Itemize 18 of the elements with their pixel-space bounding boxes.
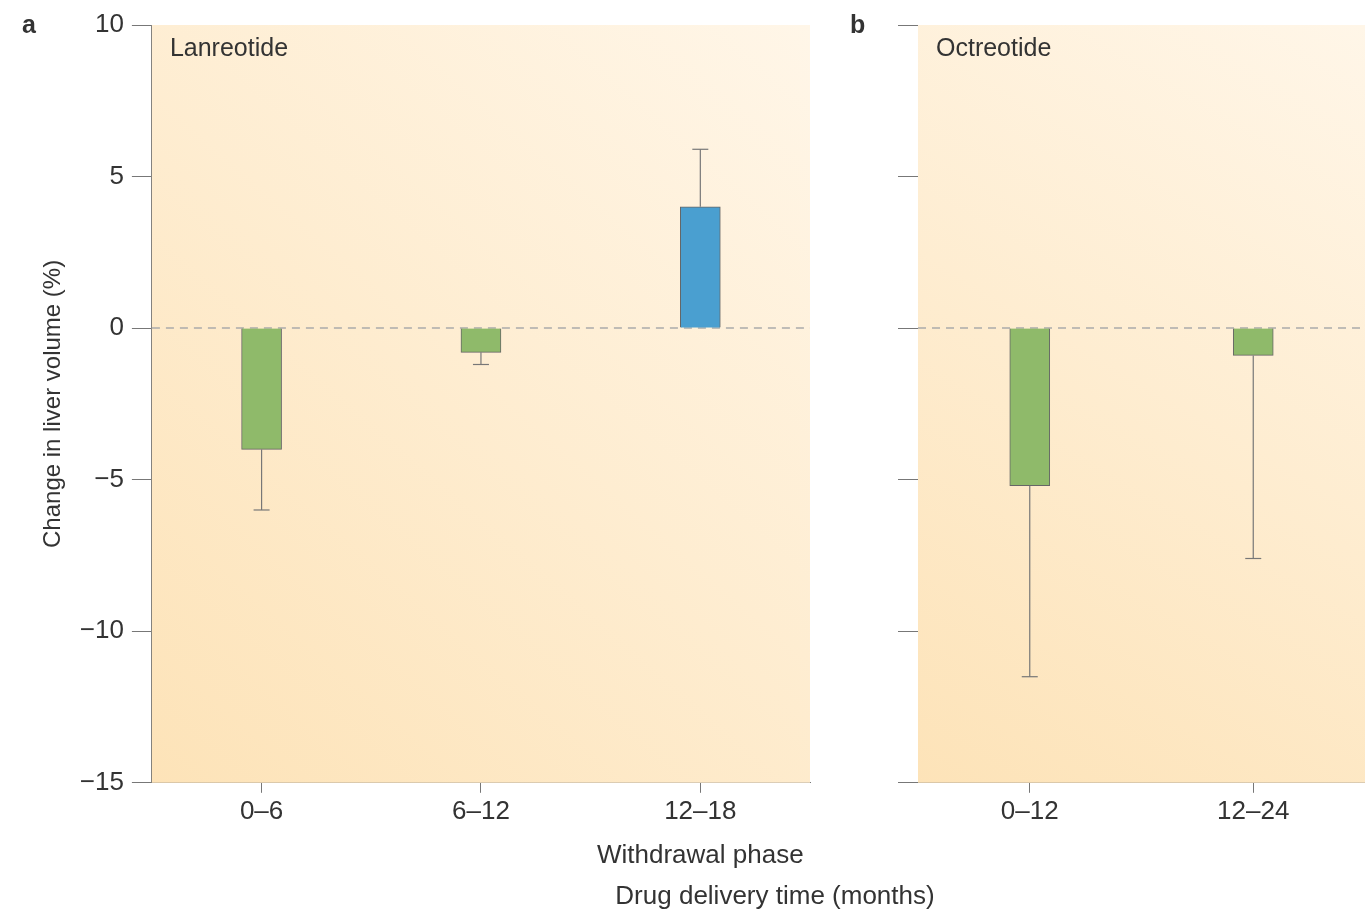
x-tick-label: 0–6: [239, 794, 284, 825]
y-tick-label: −15: [79, 765, 124, 796]
x-tick-label: 6–12: [452, 794, 510, 825]
text: b: [850, 10, 866, 39]
x-axis-title: Drug delivery time (months): [615, 880, 935, 911]
text: a: [22, 10, 37, 39]
y-tick-label: 10: [94, 8, 124, 39]
y-tick-label: 5: [109, 159, 124, 190]
y-tick-label: −5: [94, 462, 124, 493]
x-tick-label: 12–18: [664, 794, 737, 825]
x-tick-label: 0–12: [1000, 794, 1059, 825]
x-tick-label: 12–24: [1217, 794, 1290, 825]
y-tick-label: 0: [109, 311, 124, 342]
chart-title: Lanreotide: [169, 33, 289, 62]
text: Withdrawal phase: [596, 838, 804, 869]
y-tick-label: −10: [79, 614, 124, 645]
chart-title: Octreotide: [936, 33, 1052, 62]
y-axis-title: Change in liver volume (%): [38, 259, 66, 548]
